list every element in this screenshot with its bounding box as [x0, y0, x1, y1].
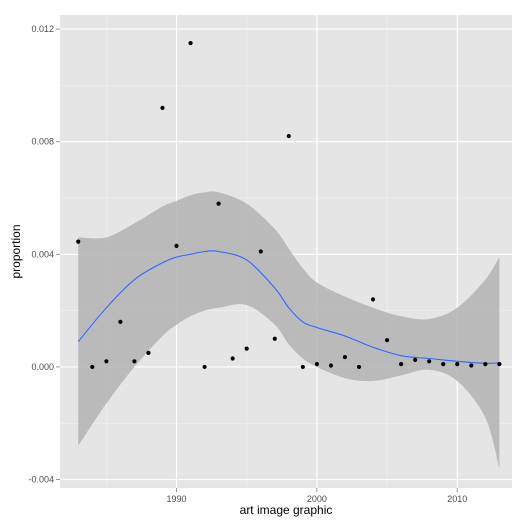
data-point	[230, 356, 235, 361]
data-point	[76, 239, 81, 244]
data-point	[202, 364, 207, 370]
data-point	[160, 105, 165, 111]
data-point	[328, 363, 334, 368]
y-axis-ticks: -0.004 0.000 0.004 0.008 0.012	[28, 24, 60, 485]
data-point	[455, 362, 460, 367]
data-point	[104, 359, 109, 364]
x-axis-ticks: 1990 2000 2010	[166, 488, 467, 504]
data-point	[90, 364, 95, 370]
data-point	[314, 362, 319, 367]
data-point	[342, 354, 348, 360]
data-point	[258, 249, 263, 254]
grid-major	[60, 15, 512, 488]
y-axis-title: proportion	[9, 224, 23, 278]
data-point	[216, 201, 221, 206]
data-points	[76, 41, 502, 370]
data-point	[132, 359, 137, 364]
data-point	[399, 362, 404, 367]
data-point	[118, 319, 123, 324]
data-point	[356, 364, 362, 370]
y-tick-label: 0.012	[31, 24, 54, 34]
data-point	[427, 359, 432, 364]
data-point	[413, 357, 418, 362]
data-point	[300, 364, 305, 370]
y-tick-label: 0.008	[31, 137, 54, 147]
data-point	[188, 41, 193, 46]
data-point	[272, 336, 277, 341]
y-tick-label: -0.004	[28, 475, 54, 485]
data-point	[483, 362, 488, 367]
data-point	[286, 133, 291, 139]
data-point	[384, 338, 390, 343]
x-tick-label: 1990	[166, 494, 186, 504]
data-point	[370, 297, 376, 302]
data-point	[469, 363, 474, 368]
smooth-line	[77, 250, 500, 364]
data-point	[244, 346, 249, 351]
data-point	[146, 350, 151, 355]
x-axis-title: art image graphic	[240, 503, 333, 517]
data-point	[174, 243, 179, 248]
data-point	[441, 362, 446, 367]
x-tick-label: 2000	[307, 494, 327, 504]
y-tick-label: 0.004	[31, 249, 54, 259]
y-tick-label: 0.000	[31, 362, 54, 372]
x-tick-label: 2010	[447, 494, 467, 504]
data-point	[497, 362, 502, 367]
confidence-ribbon	[78, 191, 500, 469]
